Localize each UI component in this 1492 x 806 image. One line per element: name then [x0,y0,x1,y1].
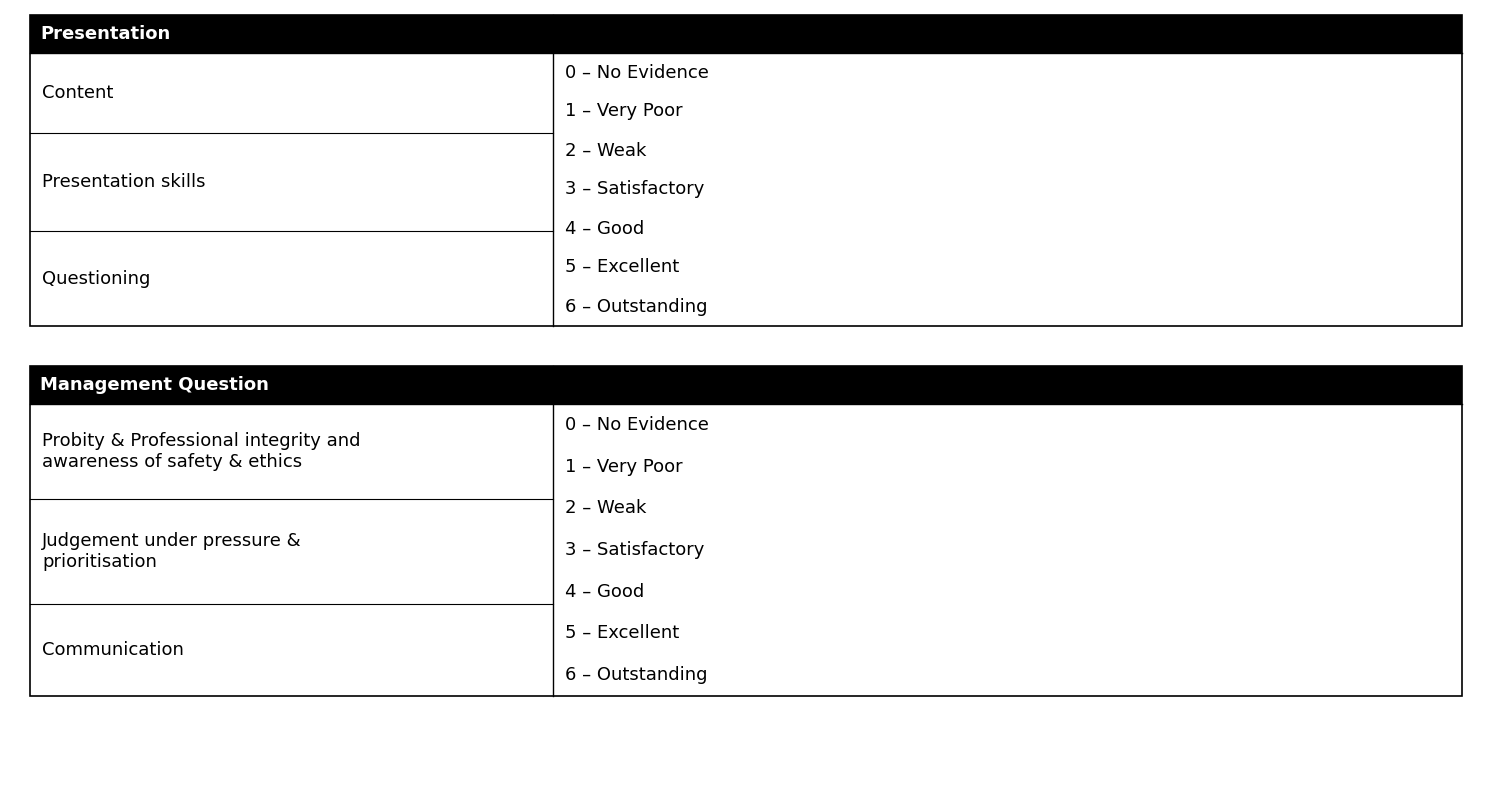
Bar [30,366,1462,404]
Text: Communication: Communication [42,641,184,659]
Text: 5 – Excellent: 5 – Excellent [564,259,679,276]
Text: 6 – Outstanding: 6 – Outstanding [564,297,707,315]
Text: Probity & Professional integrity and
awareness of safety & ethics: Probity & Professional integrity and awa… [42,432,361,471]
Text: Content: Content [42,84,113,102]
Bar [30,15,1462,53]
Text: 2 – Weak: 2 – Weak [564,142,646,160]
Text: 2 – Weak: 2 – Weak [564,499,646,517]
Text: 5 – Excellent: 5 – Excellent [564,625,679,642]
Text: 1 – Very Poor: 1 – Very Poor [564,458,682,476]
Bar [30,15,1462,326]
Text: 0 – No Evidence: 0 – No Evidence [564,416,709,434]
Text: Management Question: Management Question [40,376,269,394]
Text: 3 – Satisfactory: 3 – Satisfactory [564,541,704,559]
Text: Questioning: Questioning [42,269,151,288]
Text: 1 – Very Poor: 1 – Very Poor [564,102,682,121]
Text: Presentation: Presentation [40,25,170,43]
Text: 3 – Satisfactory: 3 – Satisfactory [564,181,704,198]
Text: 4 – Good: 4 – Good [564,219,645,238]
Text: Presentation skills: Presentation skills [42,173,206,191]
Text: 0 – No Evidence: 0 – No Evidence [564,64,709,81]
Bar [30,366,1462,696]
Text: Judgement under pressure &
prioritisation: Judgement under pressure & prioritisatio… [42,532,301,571]
Text: 6 – Outstanding: 6 – Outstanding [564,666,707,684]
Text: 4 – Good: 4 – Good [564,583,645,600]
